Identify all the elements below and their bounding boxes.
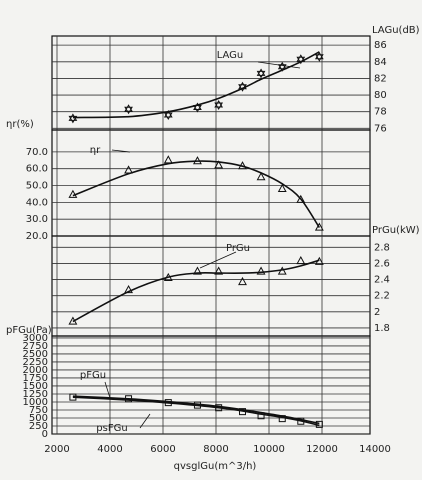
data-point: [238, 276, 247, 286]
data-point: [314, 51, 324, 62]
x-tick-label: 4000: [97, 444, 122, 455]
y-tick-label: 3000: [23, 333, 48, 344]
data-point: [278, 415, 286, 423]
y-tick-label: 2.2: [374, 291, 390, 302]
data-point: [68, 113, 78, 124]
y-tick-label: 40.0: [26, 197, 48, 208]
y-tick-label: 2250: [23, 357, 48, 368]
data-point: [124, 284, 133, 294]
data-point: [238, 81, 247, 92]
data-point: [163, 155, 173, 164]
data-point: [214, 100, 224, 111]
data-point: [215, 404, 223, 412]
y-tick-label: 78: [374, 107, 387, 118]
leader-line: [104, 381, 111, 399]
y-axis-title: ηr(%): [6, 119, 34, 130]
y-tick-label: 86: [374, 40, 387, 51]
y-tick-label: 1000: [23, 397, 48, 408]
data-point: [314, 222, 324, 231]
y-tick-label: 50.0: [26, 181, 48, 192]
data-point: [256, 266, 266, 275]
y-tick-label: 2000: [23, 365, 48, 376]
x-tick-label: 10000: [253, 444, 285, 455]
y-axis-title: LAGu(dB): [372, 25, 420, 36]
y-tick-label: 2.8: [374, 242, 390, 253]
data-point: [68, 316, 78, 325]
y-tick-label: 80: [374, 90, 387, 101]
leader-line: [111, 149, 131, 153]
y-tick-label: 1.8: [374, 323, 390, 334]
x-tick-label: 14000: [359, 444, 391, 455]
y-tick-label: 2750: [23, 341, 48, 352]
data-point: [296, 54, 306, 65]
data-point: [124, 104, 133, 115]
series-label: pFGu: [80, 370, 106, 381]
data-point: [314, 256, 324, 265]
y-tick-label: 30.0: [26, 214, 48, 225]
y-tick-label: 2.6: [374, 258, 390, 269]
data-point: [163, 110, 173, 121]
data-point: [256, 68, 266, 79]
data-point: [68, 189, 78, 198]
data-point: [277, 266, 287, 275]
data-point: [193, 156, 202, 165]
y-axis-title: PrGu(kW): [372, 225, 420, 236]
curve: [72, 160, 321, 229]
y-tick-label: 1250: [23, 389, 48, 400]
data-point: [256, 172, 266, 181]
data-point: [164, 399, 172, 407]
y-tick-label: 2.4: [374, 275, 390, 286]
curve: [72, 51, 320, 119]
y-tick-label: 70.0: [26, 147, 48, 158]
y-tick-label: 20.0: [26, 231, 48, 242]
y-tick-label: 500: [29, 413, 48, 424]
y-tick-label: 82: [374, 73, 387, 84]
x-tick-label: 12000: [306, 444, 338, 455]
y-tick-label: 60.0: [26, 164, 48, 175]
data-point: [238, 161, 247, 170]
x-tick-label: 8000: [203, 444, 228, 455]
series-label: PrGu: [226, 243, 250, 254]
data-point: [296, 194, 306, 203]
x-axis-title: qvsglGu(m^3/h): [174, 461, 257, 472]
data-point: [124, 165, 133, 174]
curve: [72, 259, 320, 323]
y-tick-label: 1750: [23, 373, 48, 384]
y-tick-label: 250: [29, 421, 48, 432]
series-label: LAGu: [217, 50, 244, 61]
y-tick-label: 84: [374, 57, 387, 68]
y-axis-title: pFGu(Pa): [6, 325, 52, 336]
curve: [72, 395, 320, 425]
y-tick-label: 2: [374, 307, 380, 318]
leader-line: [139, 413, 151, 429]
data-point: [239, 408, 246, 416]
data-point: [193, 102, 202, 113]
data-point: [296, 255, 306, 265]
y-tick-label: 2500: [23, 349, 48, 360]
x-tick-label: 2000: [44, 444, 69, 455]
data-point: [193, 266, 202, 275]
data-point: [193, 401, 201, 409]
y-tick-label: 0: [42, 429, 48, 440]
x-tick-label: 6000: [150, 444, 175, 455]
data-point: [277, 183, 287, 192]
data-point: [297, 417, 305, 425]
leader-line: [257, 61, 301, 69]
leader-line: [199, 251, 237, 269]
data-point: [163, 272, 173, 282]
data-point: [69, 393, 77, 401]
data-point: [214, 160, 224, 169]
data-point: [257, 412, 265, 420]
data-point: [214, 266, 224, 275]
series-label: psFGu: [96, 423, 127, 434]
y-tick-label: 1500: [23, 381, 48, 392]
curve: [72, 396, 320, 427]
series-label: ηr: [90, 145, 101, 156]
y-tick-label: 76: [374, 123, 387, 134]
y-tick-label: 750: [29, 405, 48, 416]
